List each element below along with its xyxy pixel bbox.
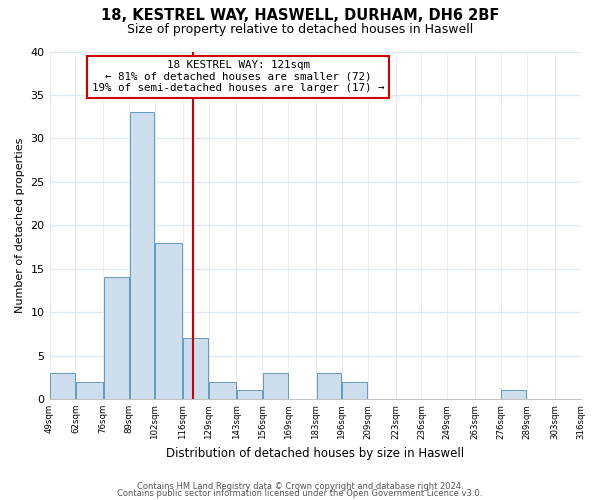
Bar xyxy=(76,382,103,399)
Bar xyxy=(237,390,262,399)
Bar xyxy=(502,390,526,399)
Y-axis label: Number of detached properties: Number of detached properties xyxy=(15,138,25,313)
Text: Size of property relative to detached houses in Haswell: Size of property relative to detached ho… xyxy=(127,22,473,36)
Bar xyxy=(155,242,182,399)
Bar xyxy=(183,338,208,399)
Text: 18 KESTREL WAY: 121sqm
← 81% of detached houses are smaller (72)
19% of semi-det: 18 KESTREL WAY: 121sqm ← 81% of detached… xyxy=(92,60,384,94)
Text: Contains HM Land Registry data © Crown copyright and database right 2024.: Contains HM Land Registry data © Crown c… xyxy=(137,482,463,491)
Bar xyxy=(343,382,367,399)
Bar xyxy=(50,373,75,399)
Bar xyxy=(317,373,341,399)
Text: 18, KESTREL WAY, HASWELL, DURHAM, DH6 2BF: 18, KESTREL WAY, HASWELL, DURHAM, DH6 2B… xyxy=(101,8,499,22)
Bar xyxy=(104,278,128,399)
Text: Contains public sector information licensed under the Open Government Licence v3: Contains public sector information licen… xyxy=(118,490,482,498)
Bar xyxy=(209,382,236,399)
Bar xyxy=(130,112,154,399)
X-axis label: Distribution of detached houses by size in Haswell: Distribution of detached houses by size … xyxy=(166,447,464,460)
Bar xyxy=(263,373,287,399)
